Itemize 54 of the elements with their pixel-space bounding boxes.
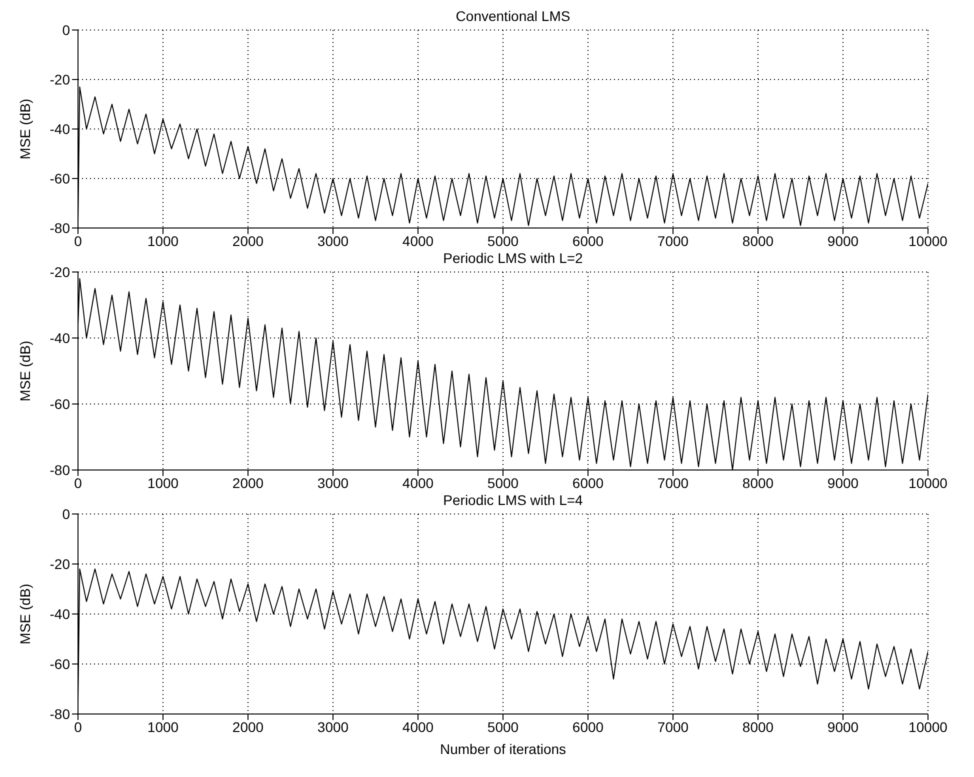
y-tick-label: -60 (50, 170, 70, 186)
y-tick-label: -60 (50, 656, 70, 672)
y-tick-label: -80 (50, 706, 70, 722)
y-tick-label: -80 (50, 462, 70, 478)
chart-title: Conventional LMS (456, 8, 570, 24)
y-tick-label: -40 (50, 606, 70, 622)
y-tick-label: -40 (50, 330, 70, 346)
x-tick-label: 10000 (908, 232, 948, 249)
x-tick-label: 5000 (487, 232, 519, 249)
x-tick-label: 8000 (742, 718, 774, 735)
x-tick-label: 4000 (402, 474, 434, 491)
x-tick-label: 2000 (232, 474, 264, 491)
x-tick-label: 0 (74, 718, 82, 735)
y-tick-label: -80 (50, 220, 70, 236)
x-tick-label: 7000 (657, 232, 689, 249)
y-axis-title: MSE (dB) (16, 340, 33, 402)
y-tick-label: -40 (50, 120, 70, 137)
x-tick-label: 9000 (827, 232, 859, 249)
x-tick-label: 3000 (317, 232, 349, 249)
y-tick-label: -20 (50, 264, 70, 280)
chart-title: Periodic LMS with L=2 (443, 250, 583, 266)
x-tick-label: 7000 (657, 718, 689, 735)
x-axis-title: Number of iterations (440, 741, 566, 757)
y-tick-label: -20 (50, 556, 70, 572)
x-tick-label: 9000 (827, 718, 859, 735)
x-tick-label: 8000 (742, 232, 774, 249)
x-tick-label: 2000 (232, 718, 264, 735)
x-tick-label: 7000 (657, 474, 689, 491)
y-axis-title: MSE (dB) (16, 584, 33, 644)
chart-title: Periodic LMS with L=4 (443, 492, 583, 508)
x-tick-label: 4000 (402, 718, 434, 735)
x-tick-label: 10000 (908, 474, 948, 491)
x-tick-label: 0 (74, 232, 82, 249)
x-tick-label: 3000 (317, 474, 349, 491)
x-tick-label: 6000 (572, 474, 604, 491)
x-tick-label: 5000 (487, 474, 519, 491)
x-tick-label: 4000 (402, 232, 434, 249)
x-tick-label: 3000 (317, 718, 349, 735)
y-tick-label: -60 (50, 396, 70, 412)
x-tick-label: 1000 (147, 232, 179, 249)
x-tick-label: 10000 (908, 718, 948, 735)
y-tick-label: 0 (62, 22, 70, 38)
x-tick-label: 2000 (232, 232, 264, 249)
x-tick-label: 8000 (742, 474, 774, 491)
x-tick-label: 6000 (572, 232, 604, 249)
y-tick-label: -20 (50, 71, 70, 88)
x-tick-label: 5000 (487, 718, 519, 735)
x-tick-label: 1000 (147, 718, 179, 735)
x-tick-label: 9000 (827, 474, 859, 491)
y-tick-label: 0 (62, 506, 70, 522)
x-tick-label: 0 (74, 474, 82, 491)
y-axis-title: MSE (dB) (16, 98, 33, 160)
x-tick-label: 1000 (147, 474, 179, 491)
x-tick-label: 6000 (572, 718, 604, 735)
